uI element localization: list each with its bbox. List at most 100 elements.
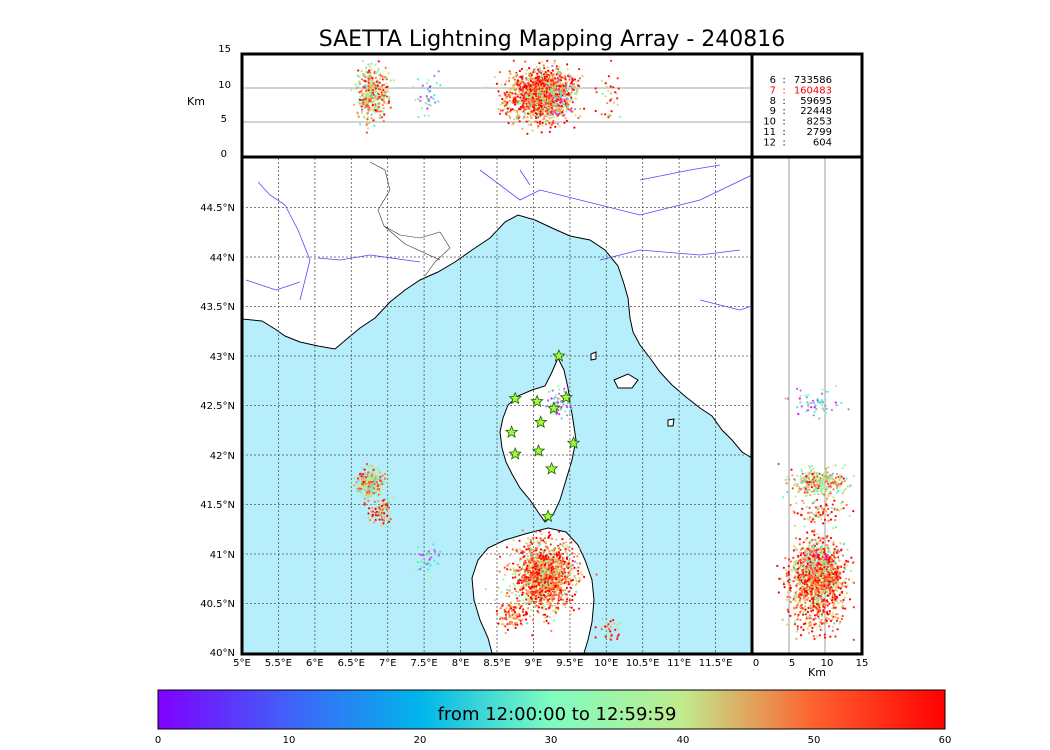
source-point [569,568,572,571]
source-point [541,573,544,576]
y-tick-label: 42°N [210,451,235,462]
source-point [833,557,836,561]
x-tick-label: 6°E [306,658,324,669]
source-point [427,569,430,573]
source-point [387,499,390,502]
source-point [366,484,369,487]
source-point [549,74,552,77]
source-point [519,572,522,575]
source-point [534,580,538,583]
source-point [612,619,615,622]
source-point [417,568,420,571]
station-star [547,401,561,415]
source-point [524,559,527,563]
station-count: 604 [813,137,832,148]
source-point [839,587,842,590]
source-point [833,606,836,609]
source-point [370,471,373,474]
source-point [373,90,376,93]
source-point [563,390,566,393]
source-point [376,91,379,94]
source-point [577,116,580,120]
source-point [556,89,559,92]
source-point [559,548,562,552]
source-point [600,625,604,628]
altitude-longitude-sources [350,59,622,135]
source-point [514,626,517,630]
source-point [569,587,573,590]
source-point [515,74,518,78]
source-point [516,550,519,553]
source-point [558,79,561,82]
source-point [558,392,561,395]
source-point [583,107,586,110]
source-point [543,620,546,624]
source-point [558,112,561,115]
source-point [539,584,543,587]
source-point [534,531,538,534]
source-point [499,615,502,619]
source-point [542,102,545,105]
source-point [595,91,598,94]
source-point [512,76,515,79]
station-separator: : [782,137,785,148]
station-star [544,461,559,475]
source-point [549,113,552,117]
source-point [378,471,381,474]
source-point [540,92,543,95]
source-point [554,96,557,100]
source-point [524,60,527,63]
source-point [552,73,555,76]
x-tick-label: 11.5°E [699,658,733,669]
source-point [557,585,560,588]
source-point [563,94,566,97]
source-point [568,559,571,562]
source-point [366,71,369,74]
source-point [367,487,370,490]
source-point [371,80,374,83]
source-point [529,115,532,118]
source-point [524,84,527,87]
source-point [782,566,786,569]
source-point [366,116,370,119]
source-point [562,557,566,560]
source-point [545,87,548,90]
source-point [428,551,431,555]
source-point [508,554,511,557]
station-id: 10 [763,117,776,128]
source-point [528,585,532,589]
source-point [373,472,376,475]
source-point [569,401,573,404]
source-point [428,85,431,88]
source-point [844,581,847,584]
source-point [511,123,514,126]
source-point [617,87,620,90]
source-point [539,114,542,117]
station-count-bg [753,54,861,157]
source-point [542,82,545,85]
source-point [364,75,367,79]
source-point [539,88,542,91]
source-point [547,114,550,117]
source-point [516,83,519,87]
source-point [532,580,535,584]
source-point [350,88,353,91]
source-point [538,122,542,125]
source-point [571,598,574,602]
source-point [565,87,568,90]
source-point [420,566,423,569]
source-point [357,85,360,88]
source-point [546,545,549,548]
source-point [537,560,540,563]
source-point [375,494,379,497]
source-point [578,607,581,610]
borders [369,161,451,277]
source-point [550,397,553,400]
source-point [540,533,543,536]
source-point [500,623,504,626]
station-star [508,446,522,460]
source-point [497,107,500,111]
source-point [551,574,554,577]
source-point [535,583,538,586]
source-point [538,576,541,579]
